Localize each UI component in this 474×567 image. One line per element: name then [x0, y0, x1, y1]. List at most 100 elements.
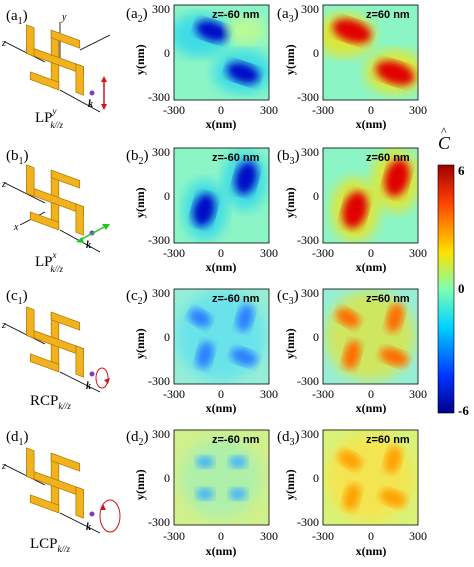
x-axis-title-d2: x(nm)	[206, 544, 237, 558]
y-tick-b3-bottom: -300	[297, 233, 319, 247]
y-tick-a3-mid: 0	[313, 46, 319, 60]
x-tick-d3-right: 300	[409, 529, 427, 543]
x-tick-a2-right: 300	[260, 103, 278, 117]
panel-label-d1: (d1)	[6, 429, 29, 448]
panel-label-a2: (a2)	[126, 6, 148, 25]
y-tick-a2-mid: 0	[164, 46, 170, 60]
x-tick-d2-mid: 0	[218, 529, 224, 543]
x-tick-a3-right: 300	[409, 103, 427, 117]
x-tick-a3-left: -300	[312, 103, 334, 117]
panel-d3: (d3) z=60 nm 300 0 -300 y(nm) -300 0 300…	[277, 427, 427, 558]
y-axis-title-d2: y(nm)	[133, 469, 147, 500]
k-label: k	[86, 240, 91, 251]
y-axis-title-d3: y(nm)	[283, 469, 297, 500]
k-axis-line	[59, 89, 101, 113]
panel-c2: (c2) z=-60 nm 300 0 -300 y(nm) -300 0 30…	[126, 286, 278, 415]
x-tick-a2-left: -300	[163, 103, 185, 117]
y-tick-d2-top: 300	[152, 427, 170, 441]
panel-label-a3: (a3)	[277, 6, 299, 25]
y-tick-d2-bottom: -300	[148, 515, 170, 529]
z-axis-line	[4, 41, 46, 63]
y-tick-d3-top: 300	[301, 427, 319, 441]
k-label: k	[88, 99, 93, 110]
z-label-c2: z=-60 nm	[212, 293, 260, 305]
y-tick-b3-mid: 0	[313, 189, 319, 203]
rotation-arrow-icon	[100, 504, 106, 510]
x-tick-b3-mid: 0	[368, 246, 374, 260]
x-axis-label: x	[13, 222, 19, 233]
x-axis-title-c3: x(nm)	[356, 401, 387, 415]
x-tick-b3-left: -300	[312, 246, 334, 260]
polarization-label-d: LCPk//z	[30, 536, 71, 554]
swastika-structure	[26, 20, 84, 100]
y-axis-label: y	[61, 12, 67, 23]
x-tick-c2-right: 300	[260, 387, 278, 401]
x-tick-c2-mid: 0	[218, 387, 224, 401]
x-axis-title-d3: x(nm)	[356, 544, 387, 558]
y-tick-c3-top: 300	[301, 286, 319, 300]
z-label-d3: z=60 nm	[366, 434, 410, 446]
panel-label-b1: (b1)	[6, 148, 29, 167]
heatmap-d2	[174, 430, 269, 525]
k-label: k	[86, 522, 91, 533]
x-tick-b2-right: 300	[260, 246, 278, 260]
rotation-arrow-icon	[104, 378, 110, 384]
k-label: k	[86, 381, 91, 392]
swastika-structure	[26, 443, 84, 523]
y-tick-a3-bottom: -300	[297, 90, 319, 104]
panel-label-c3: (c3)	[277, 288, 299, 307]
z-label-a3: z=60 nm	[366, 9, 410, 21]
x-axis-title-a3: x(nm)	[356, 117, 387, 131]
swastika-structure	[26, 302, 84, 382]
colorbar-label: C	[438, 133, 451, 153]
panel-label-a1: (a1)	[6, 8, 28, 27]
y-tick-c3-bottom: -300	[297, 374, 319, 388]
x-tick-a2-mid: 0	[218, 103, 224, 117]
x-tick-d2-left: -300	[163, 529, 185, 543]
x-tick-c3-mid: 0	[368, 387, 374, 401]
z-label-a2: z=-60 nm	[212, 9, 260, 21]
y-tick-b2-top: 300	[152, 145, 170, 159]
arrow-head-down-icon	[101, 104, 107, 110]
panel-label-b3: (b3)	[277, 148, 300, 167]
polarization-label-a: LPy k//z	[35, 106, 64, 130]
panel-c1: (c1) z k RCPk//z	[1, 288, 110, 411]
y-axis-title-b3: y(nm)	[283, 187, 297, 218]
x-tick-a3-mid: 0	[368, 103, 374, 117]
z-label-c3: z=60 nm	[366, 293, 410, 305]
polarization-circle-rcp	[95, 367, 109, 389]
heatmap-c2	[174, 289, 269, 384]
k-axis-line	[59, 512, 101, 534]
y-tick-d3-mid: 0	[313, 471, 319, 485]
z-label-d2: z=-60 nm	[212, 434, 260, 446]
polarization-x-arrow	[79, 225, 107, 241]
arrow-head-left-icon	[76, 237, 84, 243]
colorbar-tick-min: -6	[458, 403, 469, 418]
y-tick-a3-top: 300	[301, 2, 319, 16]
heatmap-a2	[174, 5, 269, 100]
polarization-label-c: RCPk//z	[30, 393, 71, 411]
colorbar-gradient	[437, 164, 455, 414]
z-axis-label: z	[1, 320, 6, 331]
x-tick-c3-left: -300	[312, 387, 334, 401]
polarization-circle-lcp	[99, 499, 121, 533]
x-axis-title-b3: x(nm)	[356, 260, 387, 274]
y-tick-c2-top: 300	[152, 286, 170, 300]
panel-label-b2: (b2)	[126, 148, 149, 167]
y-tick-d3-bottom: -300	[297, 515, 319, 529]
y-tick-b2-bottom: -300	[148, 233, 170, 247]
x-axis-title-c2: x(nm)	[206, 401, 237, 415]
heatmap-b3	[323, 148, 418, 243]
panel-b2: (b2) z=-60 nm 300 0 -300 y(nm) -300 0 30…	[126, 145, 278, 274]
heatmap-a3	[323, 5, 418, 100]
x-tick-d3-left: -300	[312, 529, 334, 543]
x-tick-c3-right: 300	[409, 387, 427, 401]
x-tick-b3-right: 300	[409, 246, 427, 260]
y-tick-a2-top: 300	[152, 2, 170, 16]
z-axis-label: z	[1, 38, 6, 49]
y-axis-title-c3: y(nm)	[283, 328, 297, 359]
colorbar: C ^ 6 0 -6	[437, 124, 469, 418]
swastika-structure	[26, 160, 84, 240]
z-axis-line	[4, 182, 46, 204]
panel-b3: (b3) z=60 nm 300 0 -300 y(nm) -300 0 300…	[277, 145, 427, 274]
